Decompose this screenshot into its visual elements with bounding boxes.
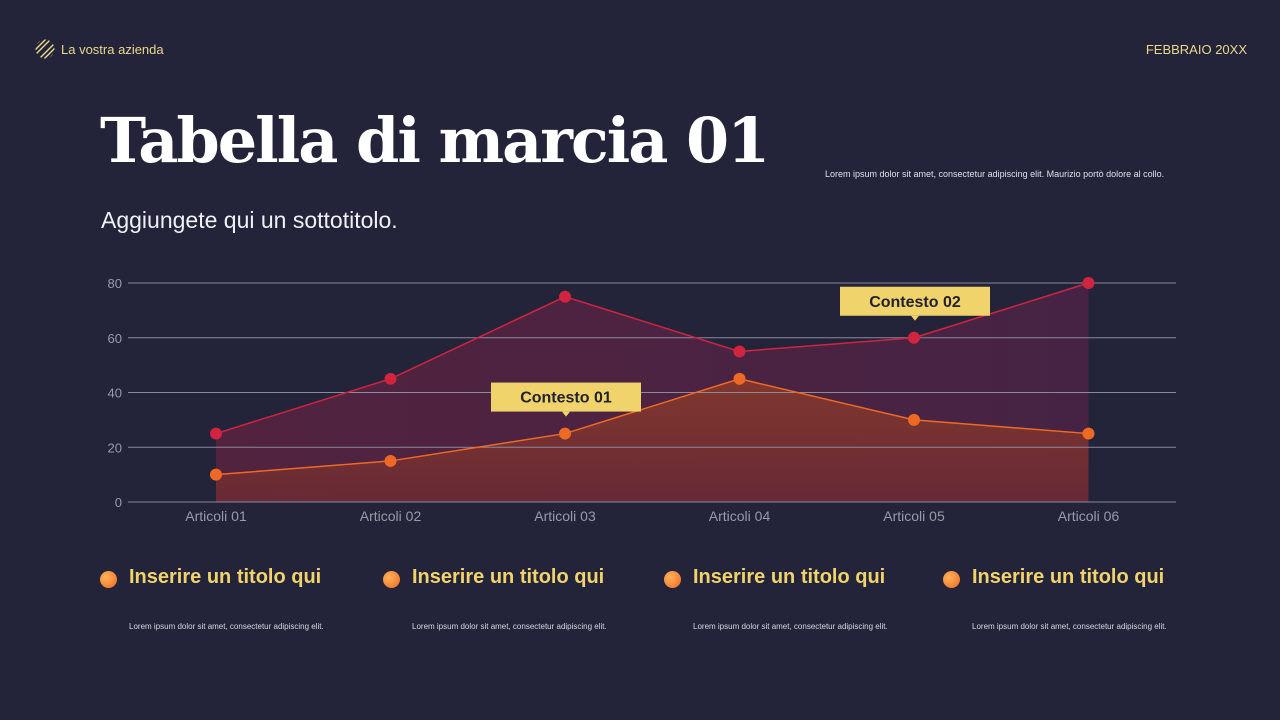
x-tick-label: Articoli 01 <box>185 508 247 524</box>
company-logo-icon <box>35 39 55 59</box>
annotation-label: Contesto 02 <box>869 294 961 311</box>
x-tick-label: Articoli 04 <box>709 508 771 524</box>
data-point <box>908 331 920 344</box>
y-tick-label: 80 <box>108 276 122 291</box>
data-point <box>733 372 746 385</box>
annotation-label: Contesto 01 <box>520 390 612 407</box>
description: Lorem ipsum dolor sit amet, consectetur … <box>825 169 1165 179</box>
card-title: Inserire un titolo qui <box>412 566 605 588</box>
x-tick-label: Articoli 03 <box>534 508 596 524</box>
bullet-icon <box>664 571 681 588</box>
data-point <box>559 427 571 440</box>
y-tick-label: 40 <box>108 386 122 401</box>
y-tick-label: 60 <box>108 331 122 346</box>
company-name: La vostra azienda <box>61 42 164 57</box>
y-tick-label: 20 <box>108 440 122 455</box>
data-point <box>210 427 222 440</box>
x-tick-label: Articoli 02 <box>360 508 422 524</box>
page-title: Tabella di marcia 01 <box>100 104 770 177</box>
data-point <box>210 468 222 481</box>
card-text: Lorem ipsum dolor sit amet, consectetur … <box>129 622 324 631</box>
x-tick-label: Articoli 06 <box>1058 508 1120 524</box>
bullet-icon <box>383 571 400 588</box>
data-point <box>1082 427 1095 440</box>
data-point <box>384 454 397 467</box>
annotation-box <box>840 286 990 316</box>
data-point <box>733 345 746 358</box>
data-point <box>559 290 571 303</box>
date-label: FEBBRAIO 20XX <box>1145 42 1247 57</box>
annotation-pointer <box>911 315 919 321</box>
y-tick-label: 0 <box>115 495 122 510</box>
annotation-pointer <box>562 411 570 417</box>
x-tick-label: Articoli 05 <box>883 508 945 524</box>
series-line <box>215 282 1089 435</box>
card-title: Inserire un titolo qui <box>693 566 886 588</box>
card-text: Lorem ipsum dolor sit amet, consectetur … <box>972 622 1167 631</box>
bullet-icon <box>943 571 960 588</box>
card-title: Inserire un titolo qui <box>972 566 1165 588</box>
bullet-icon <box>100 571 117 588</box>
page-subtitle: Aggiungete qui un sottotitolo. <box>101 207 398 233</box>
card-text: Lorem ipsum dolor sit amet, consectetur … <box>412 622 607 631</box>
card-title: Inserire un titolo qui <box>129 566 322 588</box>
data-point <box>1082 277 1095 289</box>
series-line <box>215 378 1089 476</box>
data-point <box>908 413 920 426</box>
card-text: Lorem ipsum dolor sit amet, consectetur … <box>693 622 888 631</box>
data-point <box>384 372 397 385</box>
annotation-box <box>491 382 641 412</box>
